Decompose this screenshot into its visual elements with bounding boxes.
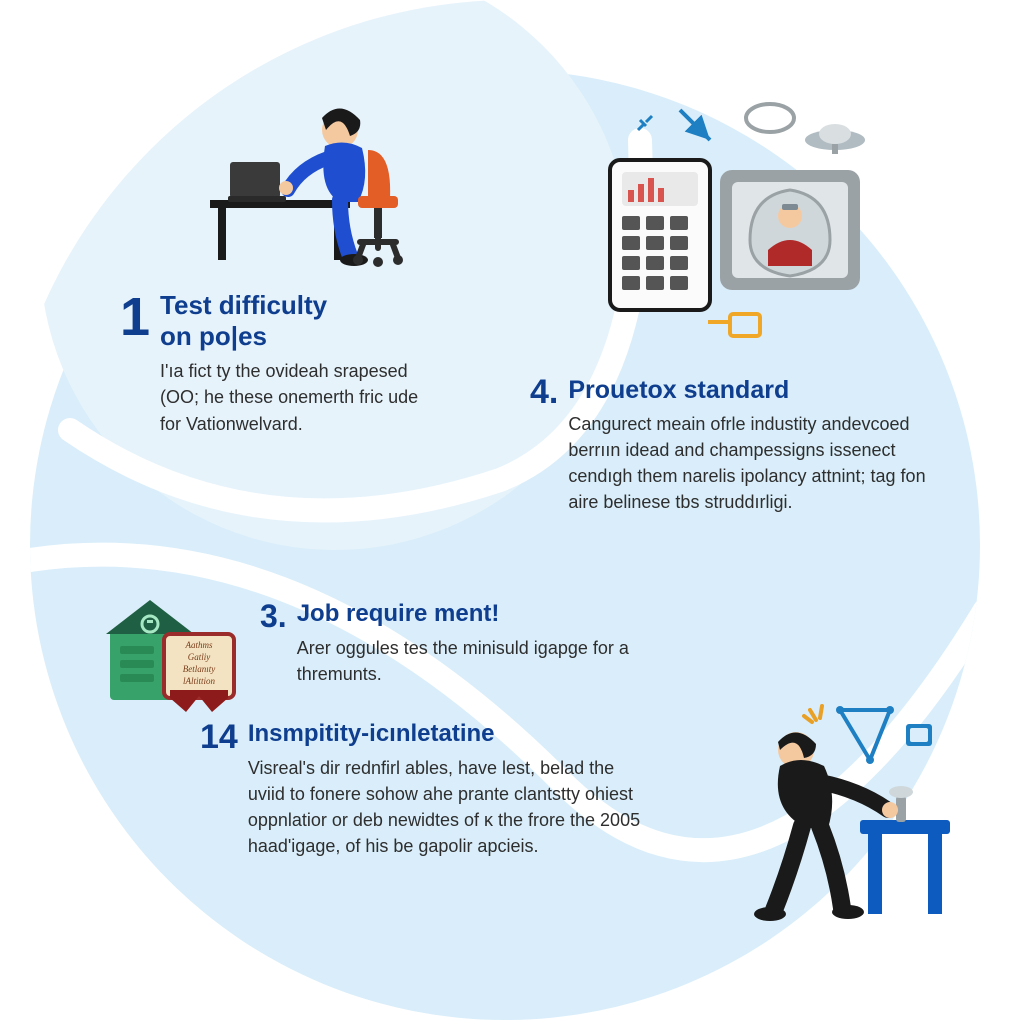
- section-4: 4. Prouetox standard Cangurect meain ofr…: [530, 375, 960, 515]
- section-3-title: Job require ment!: [297, 600, 637, 629]
- section-1-body: I'ıa fict ty the ovideah srapesed (OO; h…: [160, 358, 420, 436]
- section-4-number: 4.: [530, 375, 558, 409]
- svg-text:Aathms: Aathms: [185, 640, 213, 650]
- section-14-body: Visreal's dir rednfirl ables, have lest,…: [248, 755, 648, 859]
- section-1: 1 Test difficulty on po|es I'ıa fict ty …: [120, 290, 450, 437]
- worker-icon: [720, 700, 960, 930]
- person-at-desk-icon: [190, 80, 450, 270]
- svg-text:Gatliy: Gatliy: [188, 652, 211, 662]
- section-14-number: 14: [200, 720, 238, 754]
- section-3: 3. Job require ment! Arer oggules tes th…: [260, 600, 680, 687]
- section-14-title: Insmpitity-icınletatine: [248, 720, 648, 749]
- section-3-body: Arer oggules tes the minisuld igapge for…: [297, 635, 637, 687]
- svg-text:Betlanıty: Betlanıty: [183, 664, 216, 674]
- section-14: 14 Insmpitity-icınletatine Visreal's dir…: [200, 720, 660, 859]
- section-4-title: Prouetox standard: [568, 375, 948, 405]
- section-4-body: Cangurect meain ofrle industity andevcoe…: [568, 411, 948, 515]
- section-1-title-line1: Test difficulty: [160, 290, 420, 321]
- section-1-title-line2: on po|es: [160, 321, 420, 352]
- svg-text:lAltittion: lAltittion: [183, 676, 216, 686]
- infographic-canvas: 1 Test difficulty on po|es I'ıa fict ty …: [0, 0, 1024, 1024]
- badge-icon: Aathms Gatliy Betlanıty lAltittion: [100, 590, 250, 720]
- section-3-number: 3.: [260, 600, 287, 632]
- devices-icon: [580, 100, 880, 340]
- section-1-number: 1: [120, 290, 150, 344]
